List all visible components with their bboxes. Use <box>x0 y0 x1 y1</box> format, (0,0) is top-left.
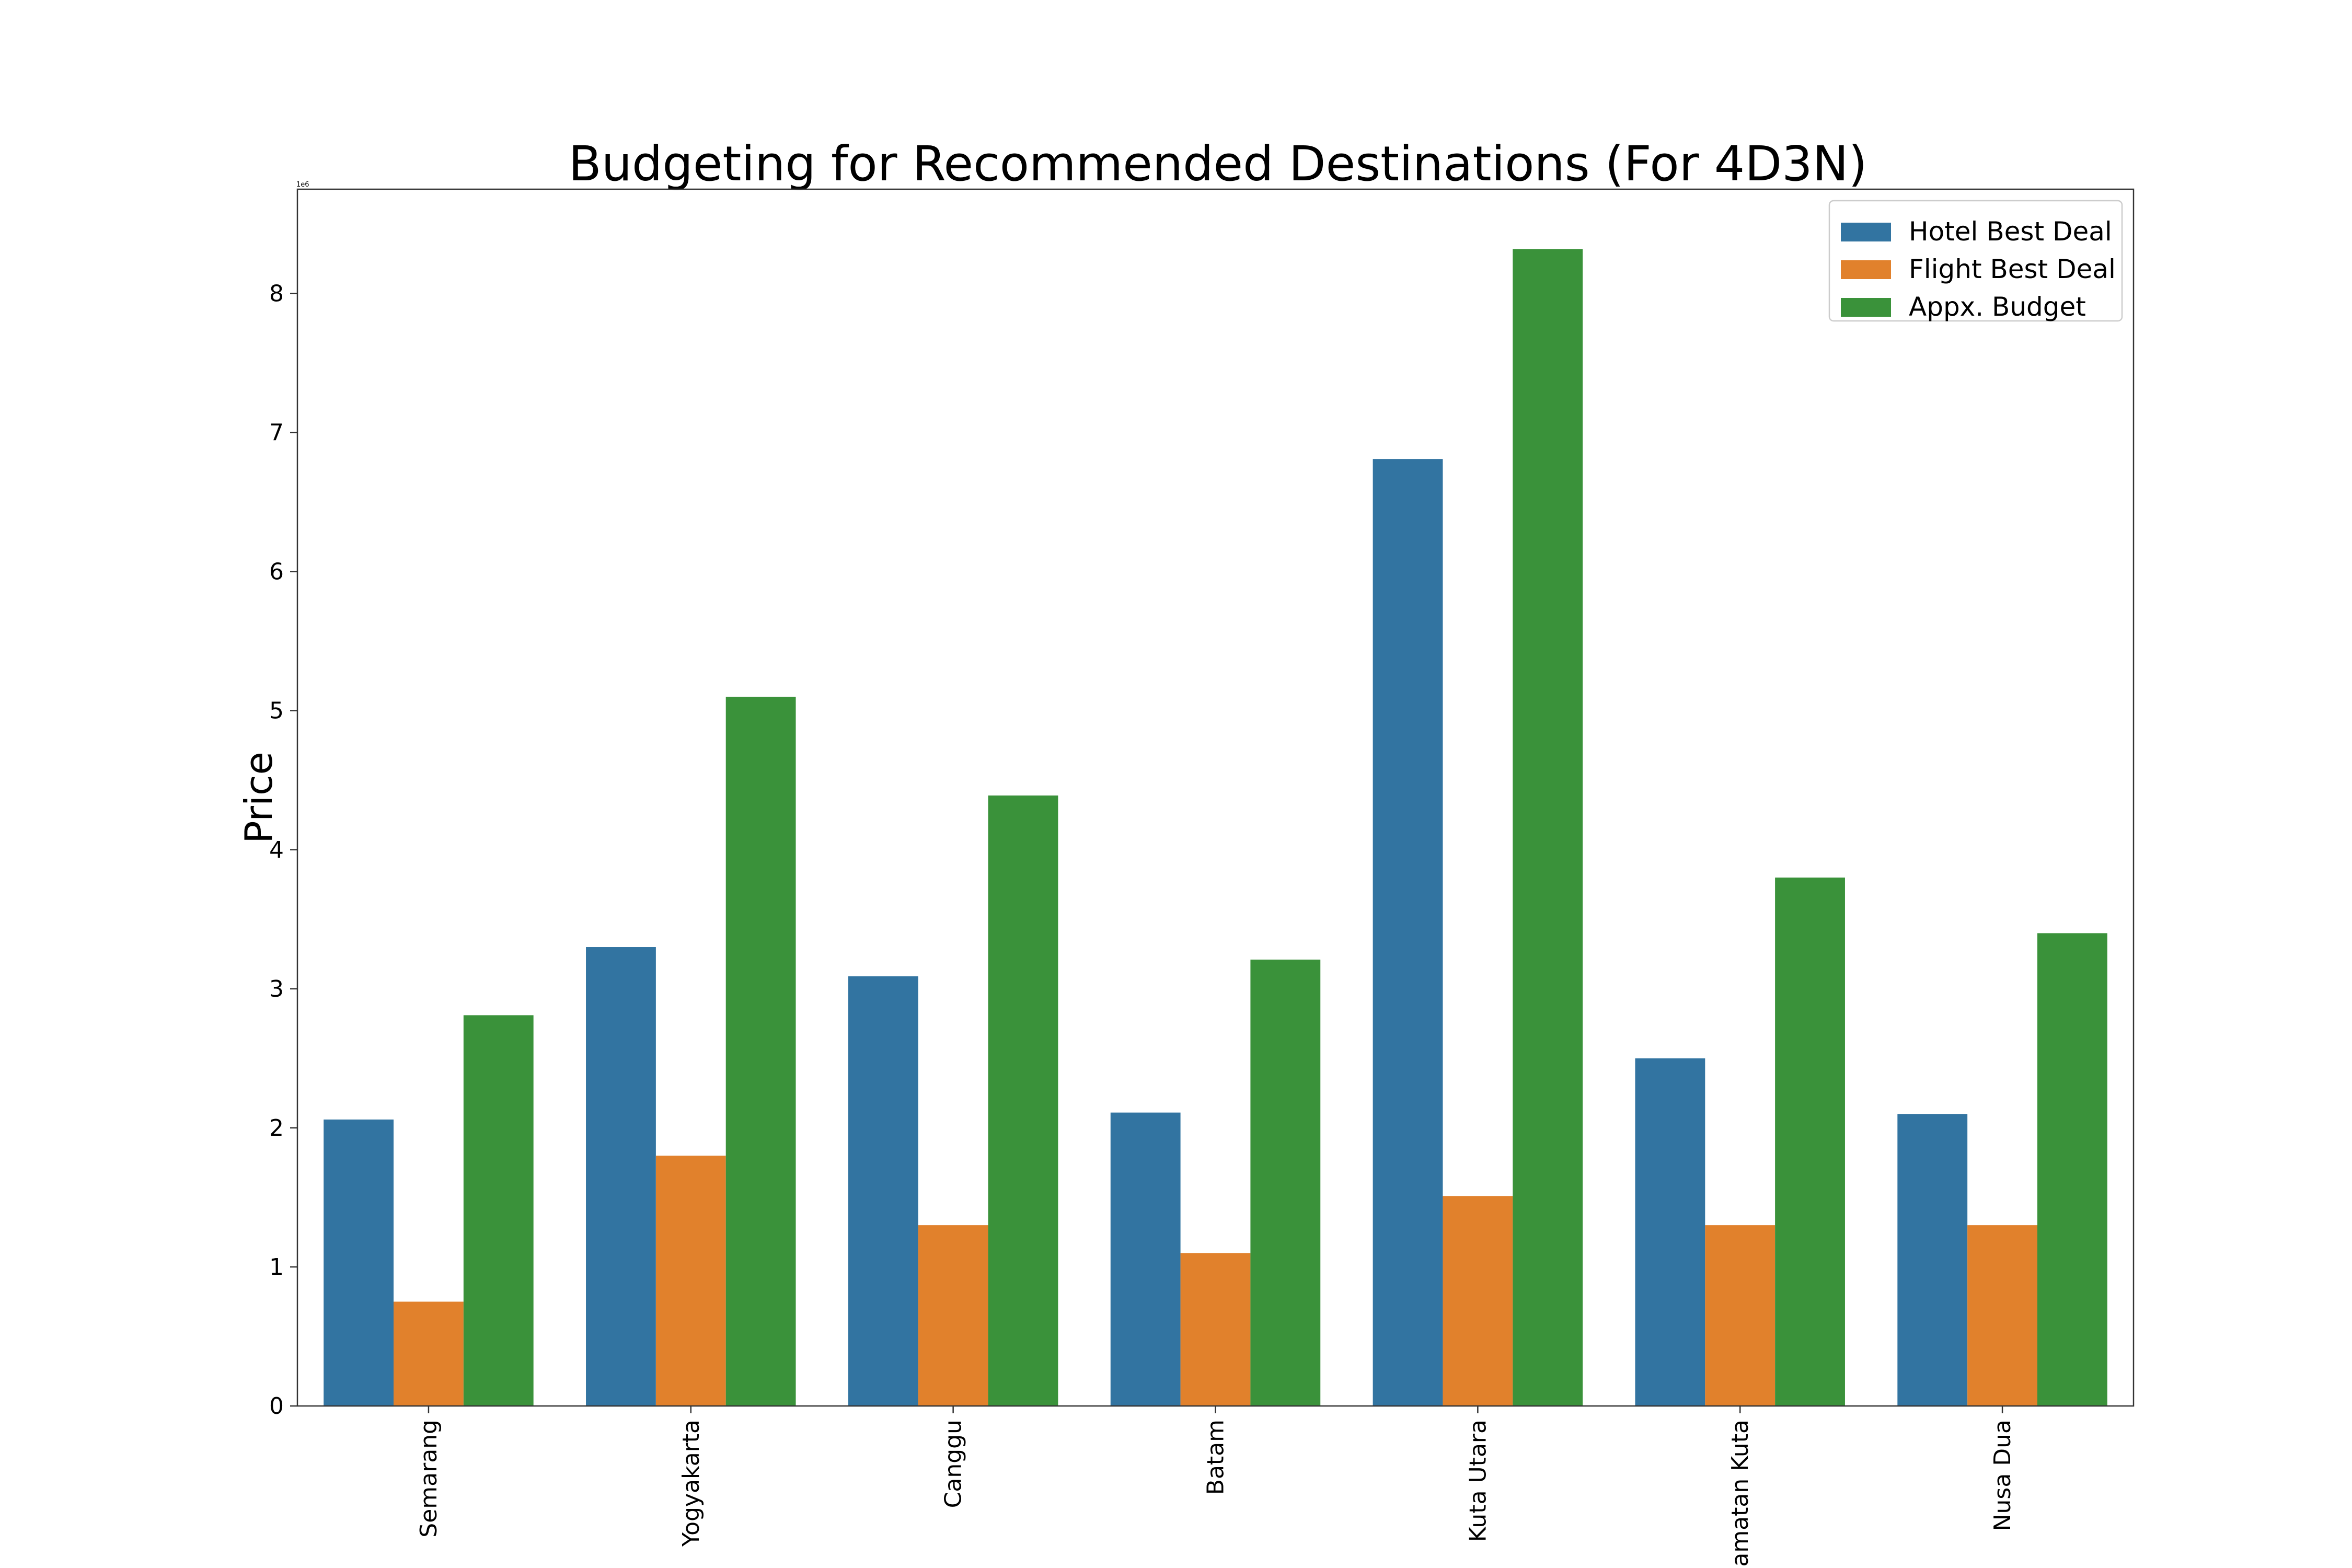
bar-hotel-kuta-utara <box>1373 459 1443 1406</box>
bar-flight-batam <box>1180 1253 1251 1406</box>
y-tick-label: 5 <box>269 698 284 724</box>
x-tick-label: Kecamatan Kuta <box>1727 1420 1754 1568</box>
bar-budget-batam <box>1250 959 1321 1406</box>
legend-label: Appx. Budget <box>1909 292 2086 322</box>
bar-hotel-kecamatan-kuta <box>1635 1058 1705 1406</box>
y-tick-label: 6 <box>269 559 284 585</box>
legend-swatch <box>1841 298 1891 317</box>
y-axis: 0 1 2 3 4 5 6 7 8 <box>269 281 297 1420</box>
bar-hotel-canggu <box>848 976 918 1406</box>
bar-hotel-batam <box>1110 1112 1181 1406</box>
legend-box <box>1828 200 2123 322</box>
bar-flight-kecamatan-kuta <box>1705 1225 1775 1406</box>
legend-swatch <box>1841 223 1891 241</box>
bar-flight-canggu <box>918 1225 988 1406</box>
legend: Hotel Best Deal Flight Best Deal Appx. Bud… <box>1828 200 2123 322</box>
bar-budget-semarang <box>463 1015 534 1406</box>
bar-flight-semarang <box>394 1301 464 1406</box>
legend-swatch <box>1841 260 1891 279</box>
y-tick-label: 1 <box>269 1254 284 1281</box>
y-tick-label: 8 <box>269 281 284 307</box>
bar-hotel-semarang <box>324 1119 394 1406</box>
x-axis: Semarang Yogyakarta Canggu Batam Kuta Utara K… <box>416 1406 2016 1568</box>
x-tick-label: Batam <box>1203 1420 1229 1495</box>
bar-flight-nusa-dua <box>1967 1225 2037 1406</box>
legend-label: Flight Best Deal <box>1909 254 2116 284</box>
bar-flight-yogyakarta <box>655 1156 726 1406</box>
y-offset-label: 1e6 <box>296 181 309 189</box>
x-tick-label: Nusa Dua <box>1989 1420 2016 1531</box>
bars <box>324 249 2107 1406</box>
chart-title: Budgeting for Recommended Destinations (… <box>569 136 1867 192</box>
x-tick-label: Canggu <box>940 1420 967 1508</box>
bar-hotel-nusa-dua <box>1897 1114 1968 1406</box>
bar-budget-yogyakarta <box>725 697 796 1406</box>
bar-hotel-yogyakarta <box>586 947 656 1406</box>
plot-area <box>296 188 2135 1407</box>
y-tick-label: 0 <box>269 1393 284 1420</box>
x-tick-label: Yogyakarta <box>678 1420 705 1547</box>
bar-budget-kecamatan-kuta <box>1775 877 1845 1406</box>
y-tick-label: 2 <box>269 1115 284 1142</box>
bar-flight-kuta-utara <box>1443 1196 1513 1406</box>
y-tick-label: 7 <box>269 420 284 446</box>
bar-budget-kuta-utara <box>1513 249 1583 1406</box>
y-tick-label: 3 <box>269 976 284 1002</box>
bar-budget-nusa-dua <box>2037 933 2107 1406</box>
legend-label: Hotel Best Deal <box>1909 216 2112 247</box>
y-axis-label: Price <box>237 752 281 844</box>
bar-budget-canggu <box>988 795 1058 1406</box>
x-tick-label: Kuta Utara <box>1465 1420 1491 1542</box>
y-tick-label: 4 <box>269 837 284 863</box>
plot-frame <box>296 188 2135 1407</box>
x-tick-label: Semarang <box>416 1420 442 1538</box>
